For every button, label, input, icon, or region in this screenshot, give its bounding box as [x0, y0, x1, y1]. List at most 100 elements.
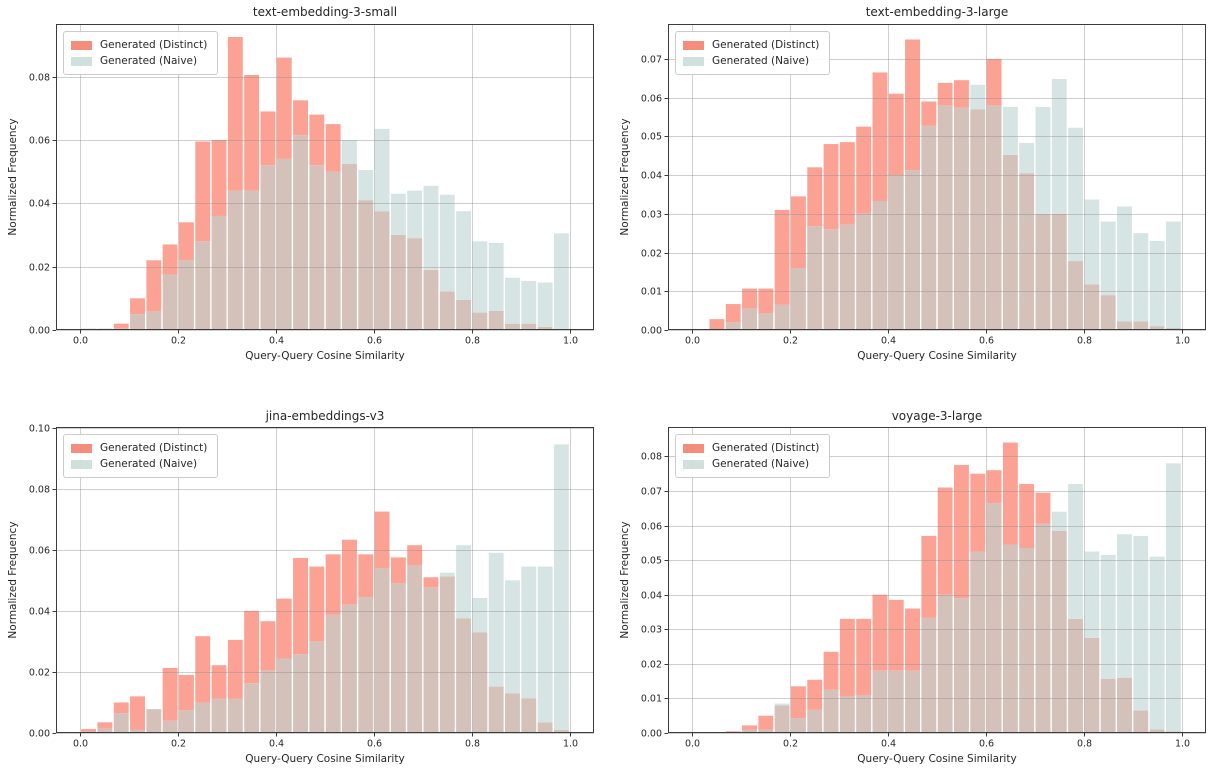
bar-overlap [905, 670, 920, 733]
bar-overlap [856, 213, 872, 330]
y-tick-label: 0.05 [641, 132, 662, 143]
x-tick-label: 0.8 [465, 739, 480, 750]
bar-distinct [921, 535, 937, 618]
bar-overlap [758, 313, 774, 330]
bar-naive [537, 282, 553, 327]
legend-item-distinct: Generated (Distinct) [683, 440, 819, 456]
bar-overlap [162, 274, 178, 330]
bar-overlap [1019, 173, 1035, 330]
legend-label-distinct: Generated (Distinct) [100, 442, 208, 454]
histogram-bars [81, 36, 569, 330]
bar-overlap [472, 632, 488, 733]
bar-overlap [807, 709, 823, 733]
bar-distinct [823, 144, 839, 230]
y-tick-label: 0.06 [641, 94, 662, 105]
y-axis-label: Normalized Frequency [619, 521, 631, 639]
bar-overlap [423, 269, 439, 330]
bar-naive [1084, 199, 1100, 285]
legend-label-naive: Generated (Naive) [100, 458, 198, 470]
bar-overlap [986, 503, 1002, 733]
bar-overlap [1035, 523, 1051, 733]
bar-overlap [521, 323, 537, 330]
bar-overlap [113, 713, 129, 733]
legend-item-naive: Generated (Naive) [683, 53, 819, 69]
legend-item-distinct: Generated (Distinct) [71, 37, 207, 53]
gridlines [56, 24, 594, 331]
bar-overlap [505, 693, 520, 733]
bar-naive [774, 703, 790, 706]
bar-distinct [1035, 492, 1051, 524]
legend-label-distinct: Generated (Distinct) [712, 442, 820, 454]
bar-naive [537, 566, 553, 723]
bar-distinct [227, 639, 243, 699]
bar-overlap [439, 291, 455, 330]
bar-distinct [325, 124, 341, 172]
legend-swatch-distinct-icon [683, 40, 704, 50]
bar-overlap [211, 215, 227, 330]
bar-distinct [244, 610, 260, 684]
bar-overlap [325, 171, 341, 330]
bar-overlap [374, 568, 390, 733]
bar-overlap [937, 594, 953, 733]
bar-overlap [1100, 295, 1116, 330]
subplot-voyage-3-large: voyage-3-large 0.0 0.2 0.4 0.6 0.8 1.0 0.00 0.0… [612, 387, 1224, 774]
bar-distinct [1019, 484, 1035, 549]
bar-overlap [293, 135, 308, 330]
legend-label-distinct: Generated (Distinct) [712, 39, 820, 51]
bar-overlap [986, 105, 1002, 331]
x-tick-label: 0.8 [465, 336, 480, 347]
bar-overlap [807, 226, 823, 330]
bar-overlap [1002, 544, 1018, 733]
bar-naive [472, 598, 488, 633]
bar-overlap [178, 710, 194, 733]
bar-overlap [1068, 618, 1084, 733]
bar-overlap [872, 201, 888, 330]
bar-overlap [537, 722, 553, 733]
legend-swatch-distinct-icon [683, 443, 704, 453]
bar-overlap [1035, 213, 1051, 330]
y-tick-label: 0.08 [29, 485, 50, 496]
legend-item-naive: Generated (Naive) [683, 456, 819, 472]
y-tick-label: 0.01 [641, 287, 662, 298]
bar-distinct [260, 111, 276, 166]
bar-overlap [130, 729, 145, 733]
bar-naive [521, 566, 537, 699]
histogram-plot: 0.0 0.2 0.4 0.6 0.8 1.0 0.00 0.02 0.04 0.06 0.08 0.… [29, 424, 594, 750]
bar-overlap [888, 175, 904, 330]
bar-distinct [937, 82, 953, 106]
bar-naive [1117, 534, 1132, 678]
bar-overlap [488, 310, 504, 330]
bar-distinct [211, 665, 227, 699]
bar-overlap [725, 322, 741, 330]
x-tick-label: 0.6 [979, 336, 994, 347]
bar-overlap [1149, 729, 1165, 733]
bar-distinct [146, 260, 162, 311]
bar-distinct [178, 222, 194, 261]
bar-distinct [888, 599, 904, 671]
bar-distinct [276, 598, 292, 659]
x-tick-label: 0.0 [73, 336, 88, 347]
bar-naive [423, 185, 439, 270]
bar-distinct [195, 141, 211, 242]
bar-distinct [937, 487, 953, 595]
bar-naive [374, 128, 390, 212]
x-tick-label: 1.0 [1175, 739, 1190, 750]
bar-overlap [823, 689, 839, 733]
y-tick-label: 0.08 [29, 73, 50, 84]
plot-border [56, 427, 594, 733]
bar-overlap [146, 709, 162, 733]
bar-distinct [856, 126, 872, 214]
y-tick-label: 0.06 [29, 136, 50, 147]
subplot-text-embedding-3-small: text-embedding-3-small 0.0 0.2 0.4 0.6 0.8 1.… [0, 0, 612, 387]
bar-distinct [407, 545, 423, 566]
bar-overlap [954, 107, 969, 330]
bar-overlap [1084, 284, 1100, 330]
bar-overlap [293, 654, 308, 733]
y-tick-label: 0.00 [29, 729, 50, 740]
bar-distinct [954, 465, 969, 599]
legend-swatch-distinct-icon [71, 40, 92, 50]
y-tick-label: 0.02 [641, 249, 662, 260]
bar-overlap [276, 658, 292, 733]
y-tick-label: 0.07 [641, 55, 662, 66]
legend-label-distinct: Generated (Distinct) [100, 39, 208, 51]
